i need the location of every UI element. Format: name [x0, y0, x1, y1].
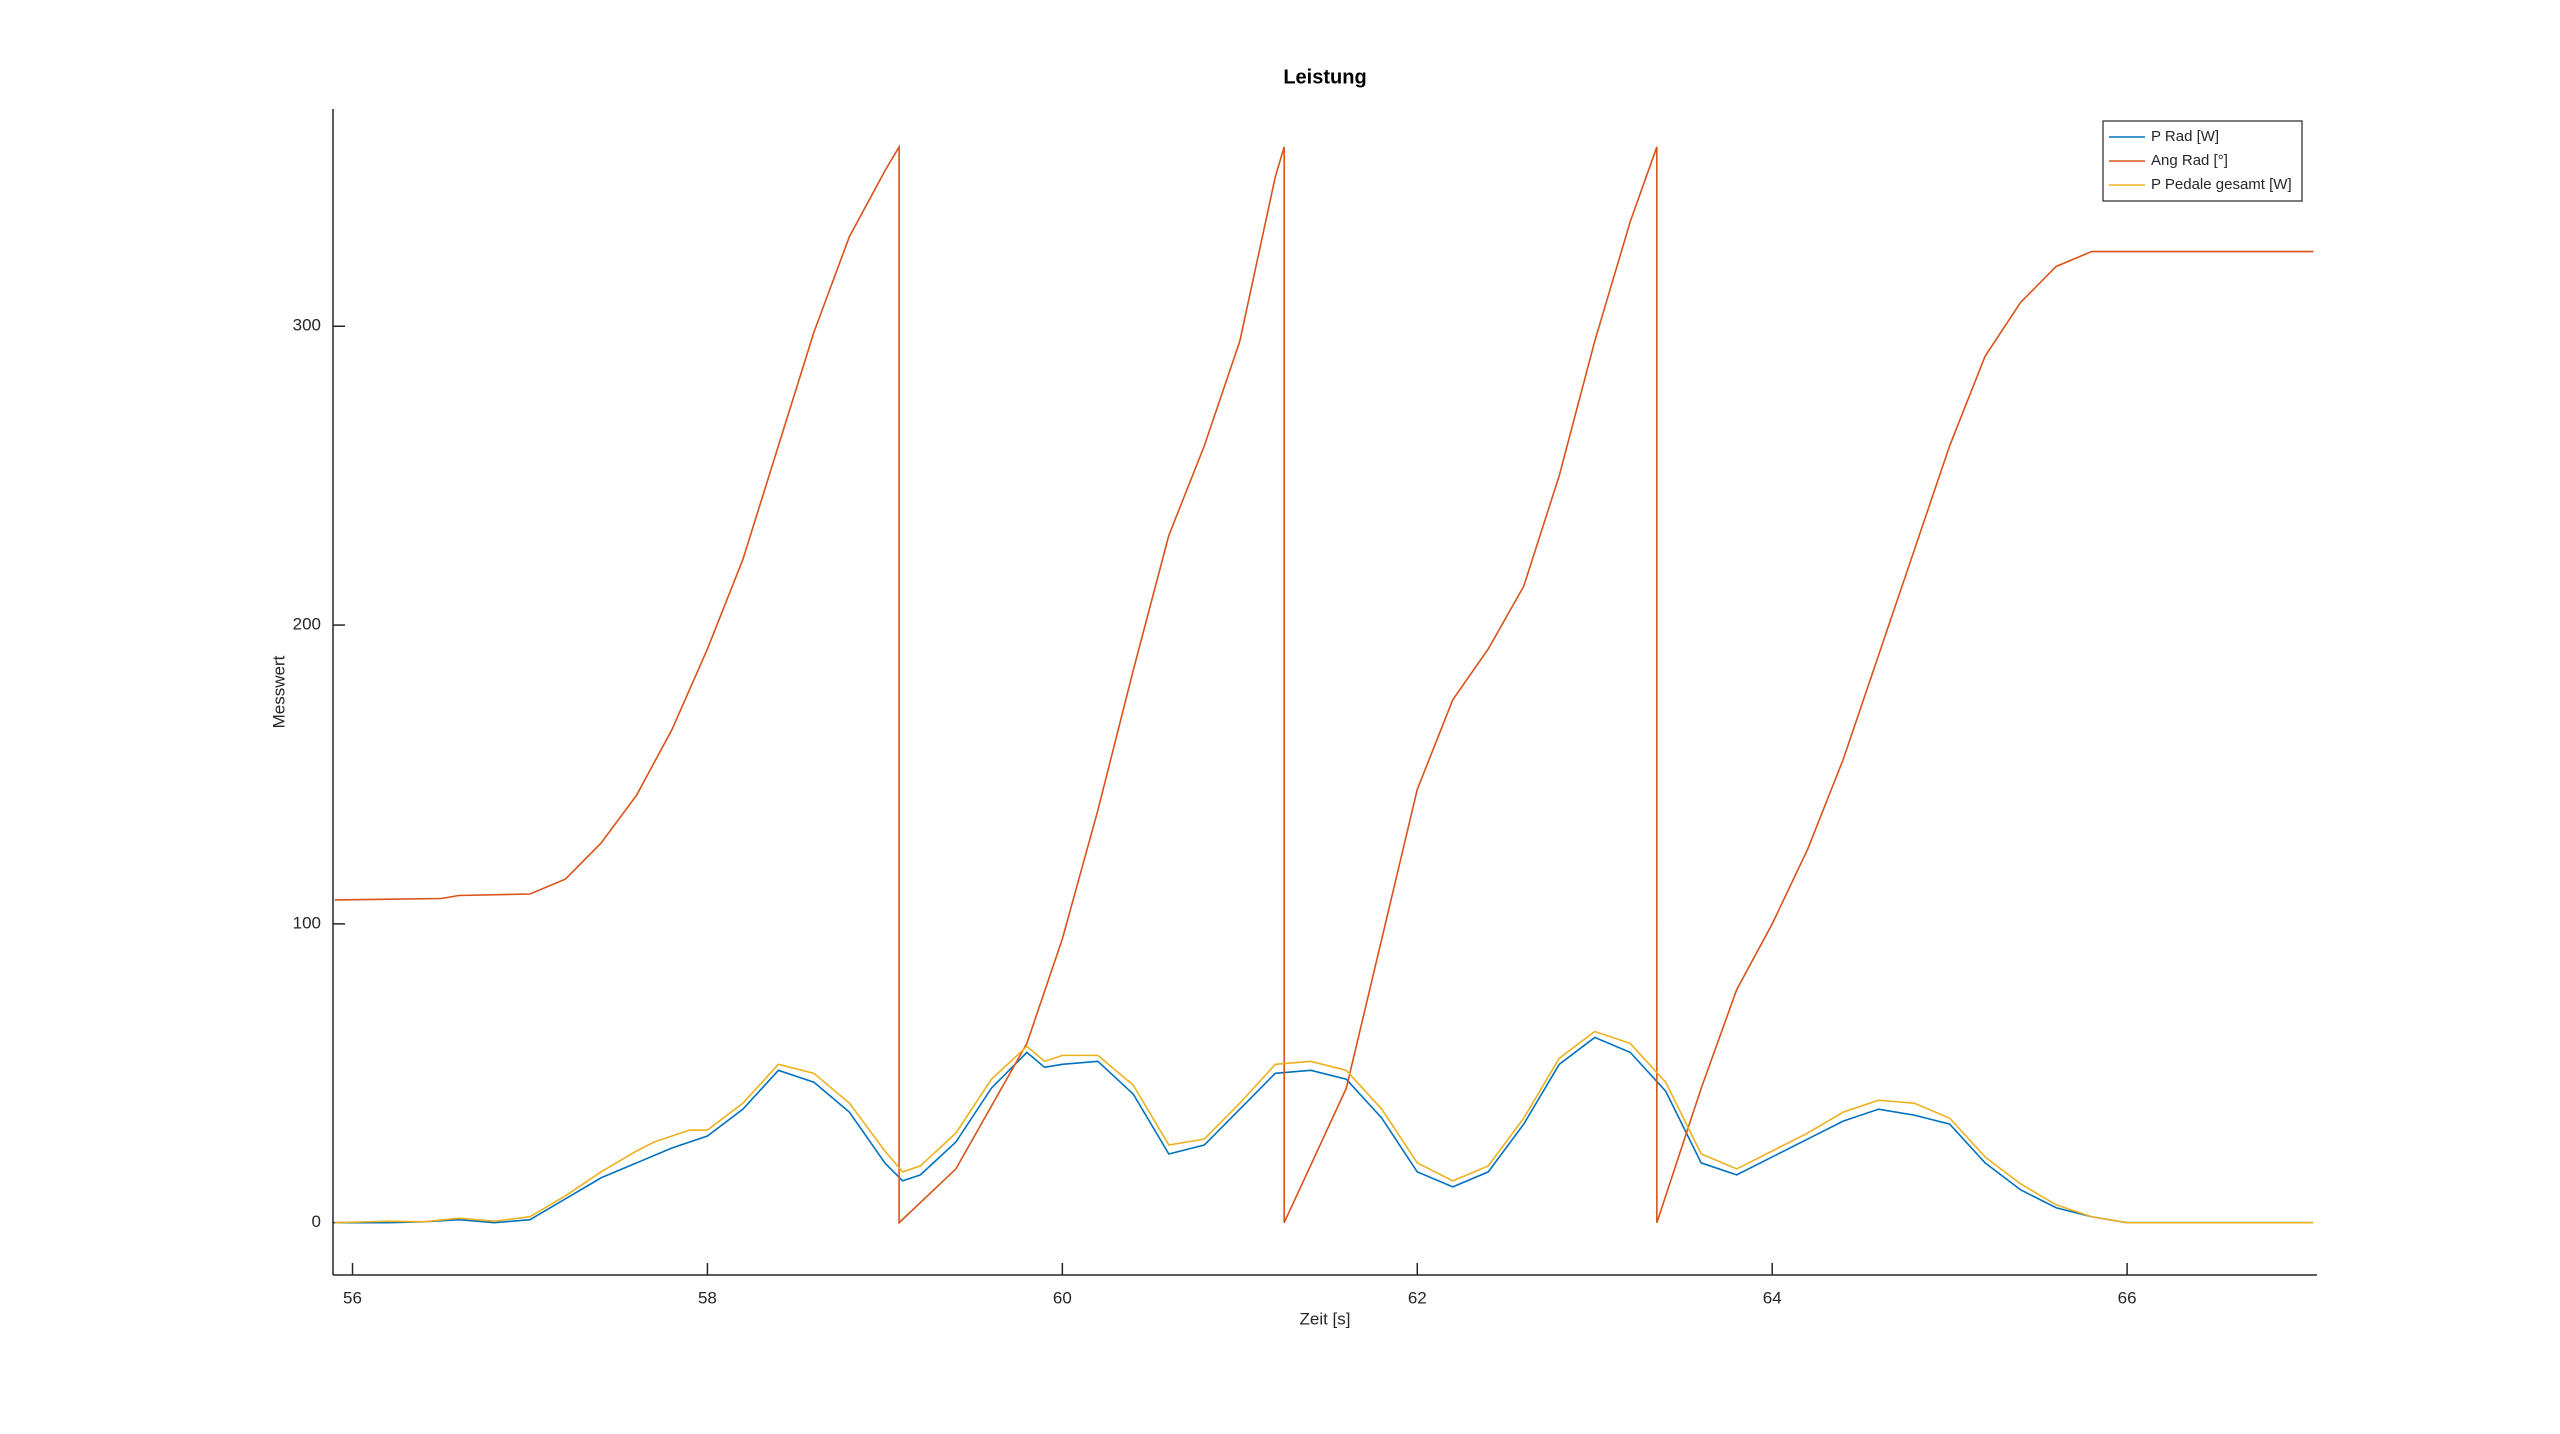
legend-label: Ang Rad [°]: [2151, 152, 2228, 169]
chart-title: Leistung: [1283, 66, 1366, 88]
x-tick-label: 66: [2118, 1288, 2137, 1307]
legend-label: P Pedale gesamt [W]: [2151, 176, 2292, 193]
y-tick-label: 200: [293, 615, 321, 634]
x-tick-label: 60: [1053, 1288, 1072, 1307]
x-tick-label: 56: [343, 1288, 362, 1307]
x-tick-label: 62: [1408, 1288, 1427, 1307]
x-axis-label: Zeit [s]: [1299, 1309, 1350, 1328]
y-tick-label: 100: [293, 913, 321, 932]
y-tick-label: 0: [312, 1212, 321, 1231]
y-tick-label: 300: [293, 316, 321, 335]
line: [334, 144, 2314, 1225]
legend-label: P Rad [W]: [2151, 128, 2219, 145]
line: [334, 1030, 2314, 1224]
line: [334, 1036, 2314, 1224]
x-tick-label: 64: [1763, 1288, 1782, 1307]
x-tick-label: 58: [698, 1288, 717, 1307]
y-axis-label: Messwert: [269, 655, 288, 728]
